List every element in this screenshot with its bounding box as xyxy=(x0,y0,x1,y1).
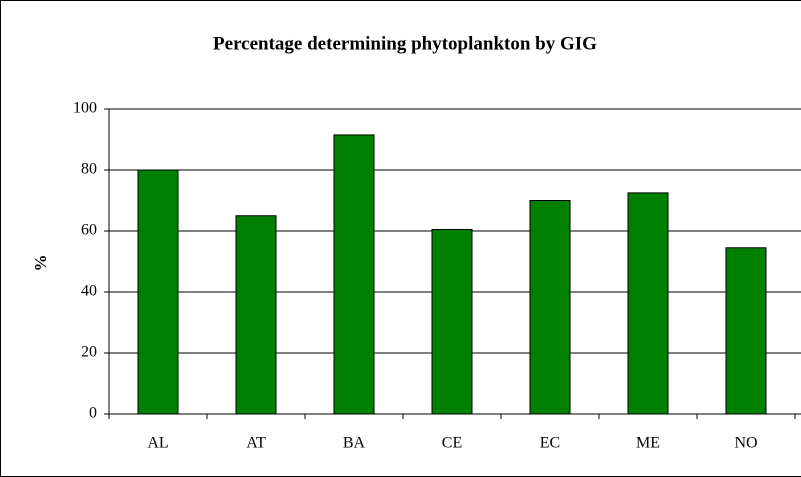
y-tick-label: 40 xyxy=(81,283,97,300)
bar xyxy=(725,247,767,415)
y-tick-label: 60 xyxy=(81,222,97,239)
bar xyxy=(235,215,277,415)
x-tick-label: EC xyxy=(540,435,560,452)
bar xyxy=(431,228,473,415)
bar xyxy=(333,134,375,415)
x-tick-label: AT xyxy=(246,435,266,452)
x-tick-label: BA xyxy=(343,435,366,452)
y-tick-label: 100 xyxy=(73,100,97,117)
bar xyxy=(627,192,669,415)
x-tick-label: AL xyxy=(147,435,168,452)
x-tick-label: NO xyxy=(734,435,757,452)
y-tick-label: 20 xyxy=(81,344,97,361)
y-tick-label: 0 xyxy=(89,405,97,422)
x-tick-label: CE xyxy=(442,435,462,452)
bar xyxy=(529,200,571,415)
y-tick-label: 80 xyxy=(81,161,97,178)
bar xyxy=(137,169,179,415)
chart-title: Percentage determining phytoplankton by … xyxy=(213,33,597,54)
y-axis-label: % xyxy=(31,255,50,272)
x-tick-label: ME xyxy=(636,435,660,452)
